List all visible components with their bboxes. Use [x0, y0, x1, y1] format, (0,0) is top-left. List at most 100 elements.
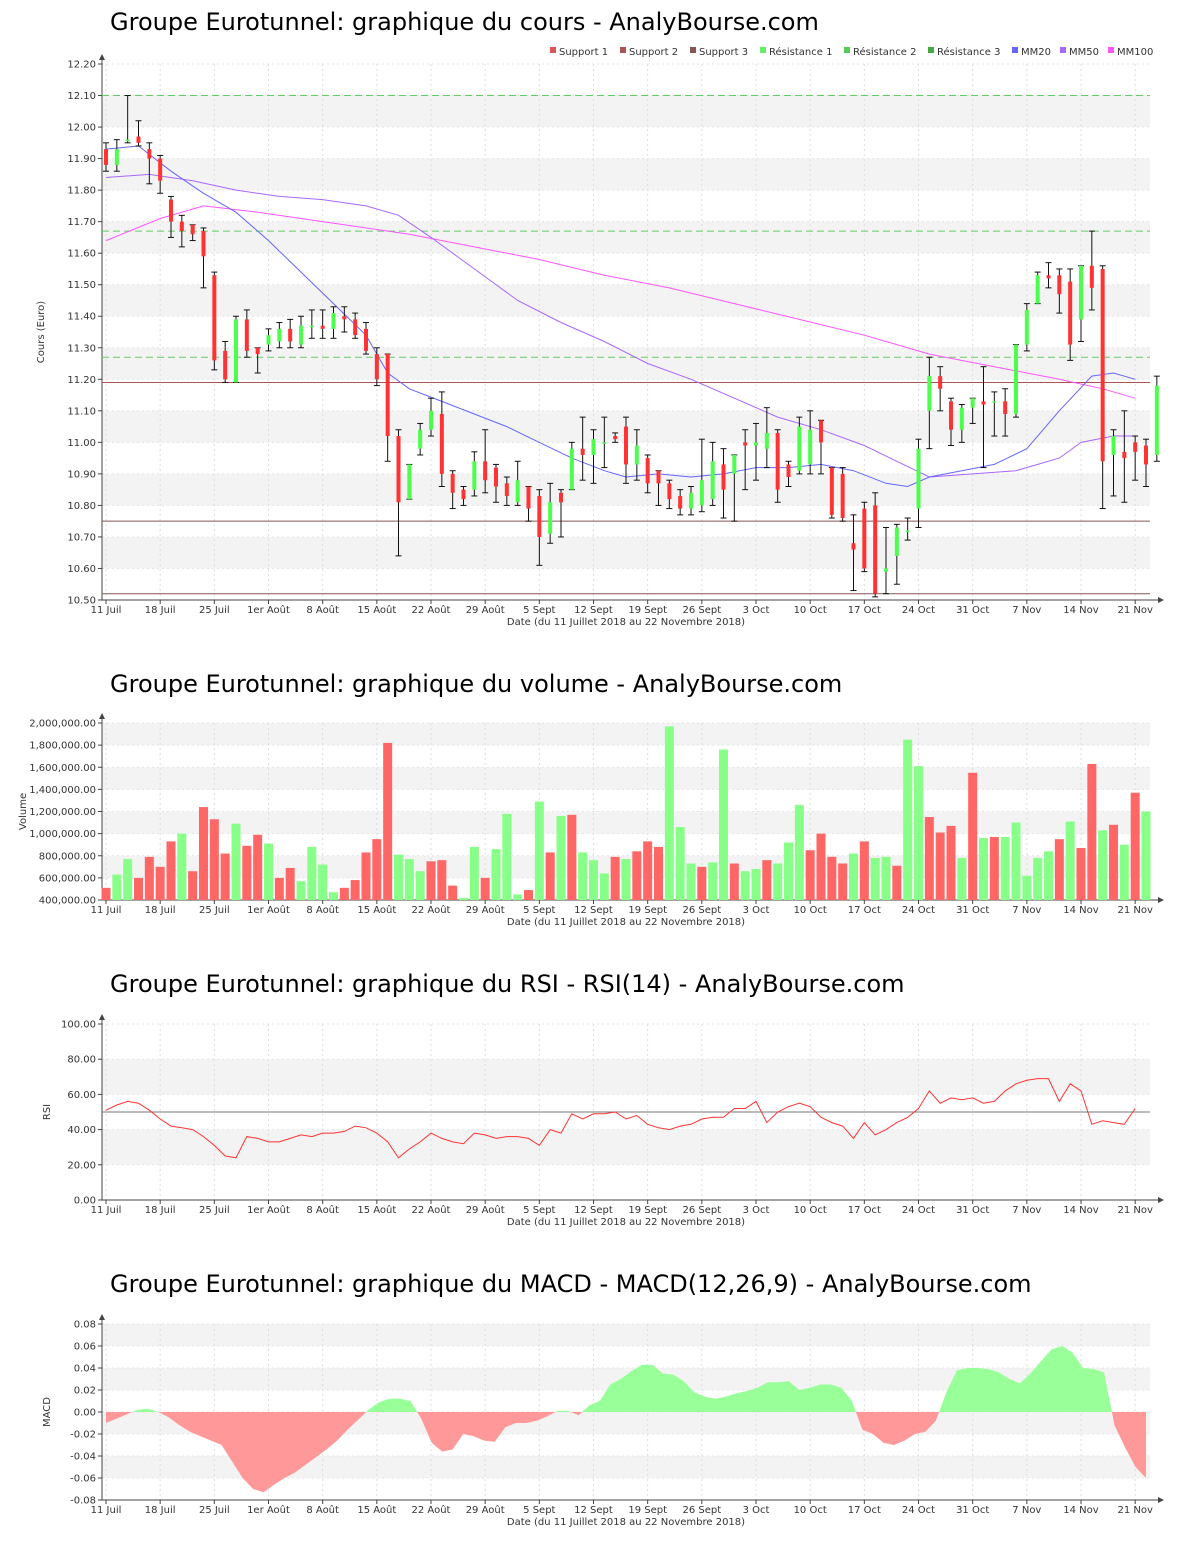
candle	[1088, 230, 1095, 311]
candle-body	[808, 429, 813, 465]
candle	[926, 356, 933, 450]
price-chart-panel: Groupe Eurotunnel: graphique du cours - …	[0, 0, 1200, 640]
candle-body	[634, 445, 639, 465]
candle-body	[1057, 275, 1062, 295]
x-tick-label: 15 Août	[357, 1204, 396, 1216]
x-tick-label: 29 Août	[466, 1204, 505, 1216]
y-tick-label: 0.08	[74, 1320, 96, 1331]
candle-body	[494, 467, 498, 487]
volume-bar	[762, 860, 772, 900]
candle	[222, 340, 229, 383]
volume-bar	[459, 897, 468, 900]
x-tick-label: 3 Oct	[743, 1205, 770, 1216]
x-tick-label: 17 Oct	[848, 905, 881, 916]
candle	[525, 485, 532, 522]
candle	[406, 463, 413, 500]
volume-bar	[448, 885, 458, 900]
candle-body	[699, 480, 704, 506]
candle	[536, 489, 543, 566]
candle	[287, 318, 294, 349]
candle-body	[591, 439, 596, 455]
volume-bar	[491, 849, 501, 900]
volume-bar	[274, 877, 284, 900]
volume-chart-title: Groupe Eurotunnel: graphique du volume -…	[110, 670, 843, 698]
candle-body	[277, 328, 282, 342]
y-tick-label: 0.00	[74, 1196, 96, 1207]
plot-stripe	[102, 95, 1150, 128]
y-tick-label: -0.04	[70, 1452, 96, 1463]
volume-bar	[524, 890, 533, 900]
candle-body	[1122, 451, 1127, 459]
volume-bar	[589, 860, 598, 900]
candle-body	[884, 568, 888, 572]
legend-label: Support 1	[559, 47, 608, 58]
x-tick-label: 25 Juil	[199, 605, 230, 616]
x-tick-label: 21 Nov	[1117, 605, 1153, 616]
plot-stripe	[102, 1059, 1150, 1095]
candle	[590, 429, 597, 484]
candle-body	[905, 530, 910, 533]
candle	[774, 429, 781, 503]
candle	[319, 309, 326, 339]
mm50-line	[105, 173, 1136, 478]
candle	[384, 353, 391, 462]
candle	[893, 523, 900, 585]
volume-bar	[1087, 763, 1097, 900]
candle-body	[710, 461, 715, 500]
candle-body	[1144, 445, 1148, 465]
candle	[644, 454, 651, 494]
candle	[785, 460, 792, 487]
volume-bar	[134, 877, 143, 900]
candle-body	[396, 436, 401, 503]
candle	[113, 139, 120, 172]
x-axis-arrow	[1158, 597, 1164, 603]
candle-body	[656, 470, 661, 484]
volume-bar	[957, 857, 967, 900]
y-tick-label: -0.08	[70, 1496, 96, 1507]
x-tick-label: 31 Oct	[956, 1205, 989, 1216]
volume-bar	[426, 861, 436, 900]
x-tick-label: 19 Sept	[628, 1505, 667, 1516]
price-chart: 10.50 10.60 10.70 10.80 10.90 11.00 11.10 11.20…	[36, 46, 1164, 628]
y-tick-label: 12.00	[67, 123, 96, 134]
y-tick-label: 11.40	[67, 312, 96, 323]
volume-bar	[361, 852, 371, 900]
candle-body	[385, 354, 390, 437]
volume-bar	[199, 807, 208, 900]
macd-positive-area	[366, 1398, 418, 1412]
candle-body	[992, 401, 997, 403]
candle-body	[949, 401, 953, 430]
candle-body	[429, 410, 433, 430]
candle-body	[331, 313, 336, 329]
candle-body	[104, 149, 108, 165]
volume-bar	[979, 838, 988, 900]
rsi-chart-title: Groupe Eurotunnel: graphique du RSI - RS…	[110, 970, 905, 998]
x-tick-label: 14 Nov	[1063, 1205, 1099, 1216]
candle-body	[450, 473, 455, 493]
x-tick-label: 31 Oct	[956, 905, 989, 916]
x-tick-label: 12 Sept	[574, 605, 613, 616]
volume-bar	[729, 863, 739, 900]
x-axis-title: Date (du 11 Juillet 2018 au 22 Novembre …	[507, 617, 745, 628]
candle	[1121, 410, 1128, 503]
y-axis-title: MACD	[42, 1397, 53, 1427]
volume-bar	[415, 871, 425, 900]
legend-swatch	[844, 47, 850, 53]
y-tick-label: 11.60	[67, 249, 96, 260]
candle	[265, 328, 272, 352]
y-tick-label: 1,800,000.00	[29, 741, 96, 752]
candle	[1078, 265, 1084, 342]
candle	[211, 271, 218, 371]
volume-bar	[794, 804, 804, 900]
volume-bar	[621, 859, 631, 900]
y-tick-label: 11.00	[67, 438, 96, 449]
candle	[103, 142, 109, 172]
candle-body	[374, 354, 379, 380]
y-axis-arrow	[99, 1314, 105, 1320]
x-axis-title: Date (du 11 Juillet 2018 au 22 Novembre …	[507, 917, 745, 928]
volume-bar	[307, 846, 317, 900]
y-tick-label: 11.20	[67, 375, 96, 386]
candle	[937, 366, 944, 412]
candle-body	[602, 442, 607, 444]
plot-stripe	[102, 158, 1150, 191]
